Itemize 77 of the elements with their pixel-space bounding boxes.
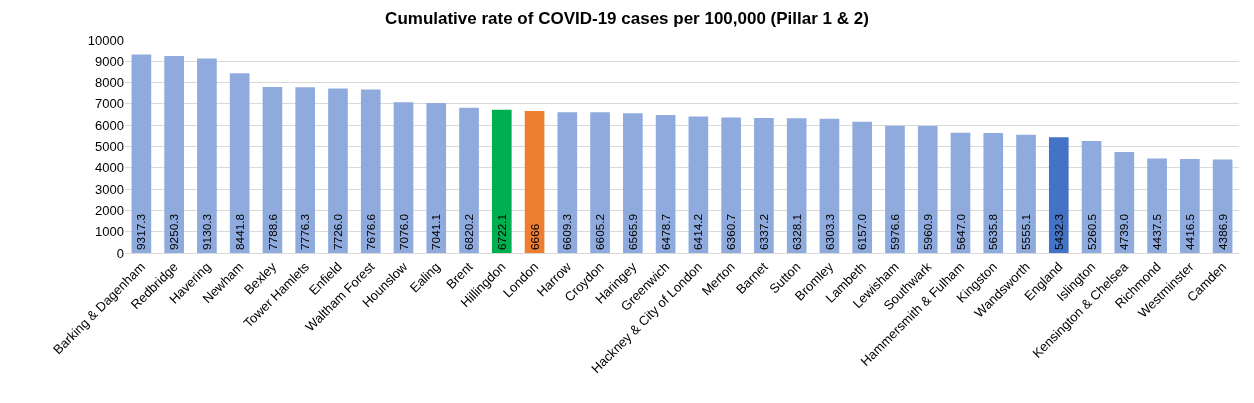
bar	[459, 107, 479, 253]
data-label: 6605.2	[593, 213, 608, 250]
data-label: 5976.6	[888, 213, 903, 250]
bar	[328, 88, 348, 253]
bar	[1048, 137, 1069, 253]
bar	[917, 126, 938, 253]
data-label: 5647.0	[953, 213, 968, 250]
bar	[197, 58, 217, 253]
data-label: 6666	[527, 223, 542, 250]
data-label: 7776.3	[298, 213, 313, 250]
y-tick-label: 9000	[95, 53, 124, 69]
bar	[1016, 134, 1036, 253]
data-label: 6303.3	[822, 213, 837, 250]
y-tick-label: 10000	[87, 32, 124, 48]
data-label: 6337.2	[757, 213, 772, 250]
bar	[491, 109, 512, 253]
bar	[360, 89, 381, 253]
data-label: 4437.5	[1150, 213, 1165, 250]
y-tick-label: 5000	[95, 139, 124, 155]
data-label: 6609.3	[560, 213, 575, 250]
data-label: 7726.0	[331, 213, 346, 250]
y-tick-label: 7000	[95, 96, 124, 112]
bar	[885, 125, 905, 253]
data-label: 6478.7	[658, 213, 673, 250]
bar	[1180, 158, 1200, 253]
data-label: 4416.5	[1182, 213, 1197, 250]
data-label: 5555.1	[1019, 213, 1034, 250]
data-label: 9130.3	[200, 213, 215, 250]
bar	[1114, 152, 1135, 253]
data-label: 6820.2	[462, 213, 477, 250]
data-label: 7676.6	[363, 213, 378, 250]
bar	[131, 54, 152, 253]
y-tick-label: 1000	[95, 224, 124, 240]
bar	[590, 112, 610, 253]
data-label: 5635.8	[986, 213, 1001, 250]
bar	[557, 112, 578, 253]
bar	[983, 132, 1004, 253]
bar	[426, 103, 447, 253]
data-label: 6157.0	[855, 213, 870, 250]
data-label: 8441.8	[232, 213, 247, 250]
data-label: 9317.3	[134, 213, 149, 250]
data-label: 5260.5	[1084, 213, 1099, 250]
bar	[819, 118, 840, 253]
bar	[852, 121, 873, 253]
bar	[688, 116, 709, 253]
bar	[655, 115, 676, 253]
bar	[262, 87, 283, 253]
data-label: 4386.9	[1215, 213, 1230, 250]
data-label: 6360.7	[724, 213, 739, 250]
y-tick-label: 2000	[95, 202, 124, 218]
bar	[393, 102, 414, 253]
bar	[754, 118, 774, 253]
y-tick-label: 3000	[95, 181, 124, 197]
bar	[721, 117, 741, 253]
bar	[164, 55, 184, 253]
data-label: 6565.9	[625, 213, 640, 250]
bar	[1147, 158, 1167, 253]
data-label: 4739.0	[1117, 213, 1132, 250]
data-label: 7788.6	[265, 213, 280, 250]
data-label: 9250.3	[167, 213, 182, 250]
y-tick-label: 8000	[95, 75, 124, 91]
y-tick-label: 0	[116, 245, 124, 261]
data-label: 6722.1	[494, 213, 509, 250]
chart-title: Cumulative rate of COVID-19 cases per 100,000 (Pillar 1 & 2)	[385, 8, 869, 28]
bar	[786, 118, 807, 253]
data-label: 7041.1	[429, 213, 444, 250]
data-label: 5960.9	[920, 213, 935, 250]
bar	[524, 111, 545, 253]
data-label: 6328.1	[789, 213, 804, 250]
bar	[229, 73, 250, 253]
bar	[295, 87, 316, 253]
y-tick-label: 4000	[95, 160, 124, 176]
data-label: 6414.2	[691, 213, 706, 250]
y-tick-label: 6000	[95, 117, 124, 133]
data-label: 5432.3	[1051, 213, 1066, 250]
data-label: 7076.0	[396, 213, 411, 250]
bar	[623, 113, 643, 253]
